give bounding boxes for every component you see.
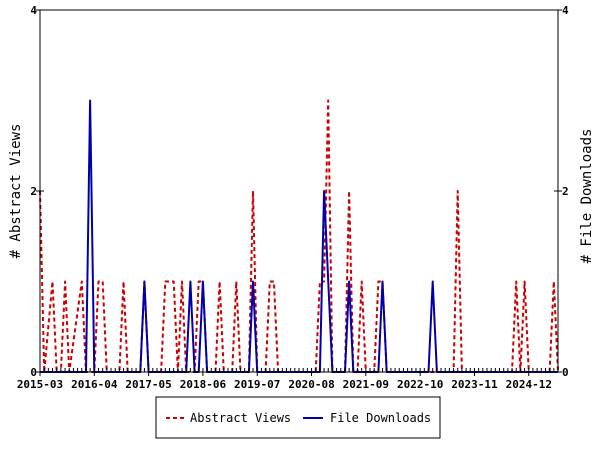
plot-marks (39, 99, 559, 373)
y-right-tick-label: 0 (562, 366, 569, 379)
x-tick-label: 2018-06 (180, 378, 227, 391)
y-axis-title-left: # Abstract Views (8, 124, 24, 259)
x-tick-label: 2022-10 (397, 378, 443, 391)
y-left-tick-label: 2 (30, 185, 37, 198)
y-right-tick-label: 4 (562, 4, 569, 17)
y-left-tick-label: 4 (30, 4, 37, 17)
x-tick-label: 2016-04 (71, 378, 118, 391)
y-axes: 0 2 4 0 2 4 (30, 4, 569, 379)
x-tick-label: 2020-08 (288, 378, 334, 391)
legend: Abstract Views File Downloads (155, 396, 441, 439)
x-tick-label: 2019-07 (234, 378, 280, 391)
legend-label-file-downloads: File Downloads (330, 411, 431, 425)
x-tick-label: 2017-05 (125, 378, 171, 391)
x-axis: 2015-03 2016-04 2017-05 2018-06 2019-07 2020-… (17, 368, 559, 391)
y-axis-title-right: # File Downloads (579, 129, 595, 264)
legend-label-abstract-views: Abstract Views (190, 411, 291, 425)
x-tick-label: 2023-11 (451, 378, 498, 391)
x-tick-label: 2024-12 (506, 378, 552, 391)
series-line-file-downloads (40, 99, 558, 373)
x-tick-label: 2015-03 (17, 378, 63, 391)
x-tick-label: 2021-09 (343, 378, 389, 391)
y-left-tick-label: 0 (30, 366, 37, 379)
legend-box (155, 396, 441, 439)
y-right-tick-label: 2 (562, 185, 569, 198)
